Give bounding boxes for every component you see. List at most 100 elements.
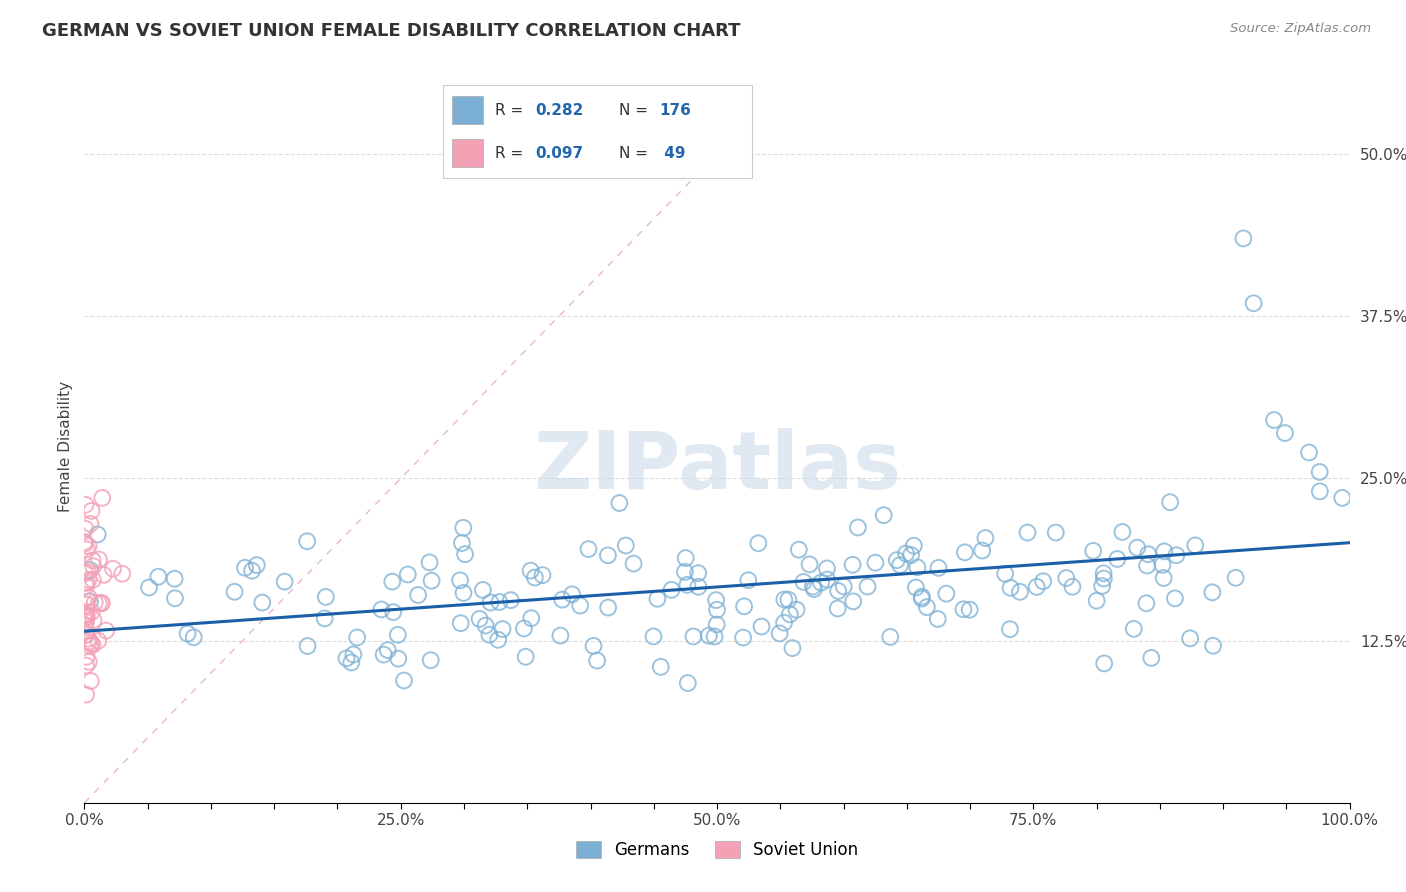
Point — [903, 539, 925, 553]
Point — [163, 591, 186, 606]
Point — [550, 629, 572, 643]
Point — [224, 584, 246, 599]
Point — [79, 639, 101, 653]
Point — [1331, 491, 1354, 505]
Text: 49: 49 — [659, 145, 686, 161]
Point — [76, 565, 98, 579]
Point — [77, 655, 100, 669]
Point — [1274, 425, 1296, 440]
Point — [647, 591, 669, 606]
Point — [382, 605, 405, 619]
Point — [75, 579, 97, 593]
Point — [75, 498, 97, 512]
Point — [598, 600, 620, 615]
Text: Source: ZipAtlas.com: Source: ZipAtlas.com — [1230, 22, 1371, 36]
Point — [75, 658, 97, 673]
Point — [1153, 544, 1175, 558]
Point — [596, 549, 619, 563]
Point — [86, 527, 108, 541]
Point — [1309, 484, 1331, 499]
Point — [778, 592, 800, 607]
Point — [488, 595, 510, 609]
Point — [1111, 524, 1133, 539]
Point — [370, 602, 392, 616]
Point — [77, 539, 100, 553]
Point — [661, 582, 683, 597]
Point — [77, 573, 100, 587]
Point — [513, 622, 536, 636]
Point — [1017, 525, 1039, 540]
Point — [75, 618, 97, 632]
Point — [450, 616, 472, 631]
Point — [87, 596, 110, 610]
Text: N =: N = — [619, 103, 652, 118]
Point — [76, 598, 98, 612]
Point — [865, 556, 887, 570]
Point — [335, 651, 357, 665]
Point — [551, 592, 574, 607]
Point — [471, 582, 494, 597]
Point — [786, 603, 808, 617]
Point — [77, 632, 100, 646]
Point — [76, 542, 98, 557]
Point — [1164, 591, 1187, 606]
Point — [953, 545, 976, 559]
Point — [240, 564, 263, 578]
Point — [832, 579, 855, 593]
Point — [76, 610, 98, 624]
Point — [297, 639, 319, 653]
Point — [1054, 571, 1077, 585]
Point — [82, 559, 104, 574]
Point — [1083, 544, 1105, 558]
Point — [273, 574, 295, 589]
Point — [1263, 413, 1285, 427]
Point — [815, 573, 838, 587]
Point — [1126, 541, 1149, 555]
Point — [959, 602, 981, 616]
Point — [1184, 538, 1206, 552]
Point — [1032, 574, 1054, 589]
Point — [138, 581, 160, 595]
Point — [80, 673, 103, 688]
Point — [1152, 558, 1174, 572]
Point — [419, 653, 441, 667]
Point — [927, 561, 949, 575]
Point — [751, 619, 773, 633]
Point — [252, 596, 274, 610]
Point — [396, 567, 419, 582]
Point — [1159, 495, 1181, 509]
FancyBboxPatch shape — [453, 139, 484, 167]
Point — [80, 504, 103, 518]
Point — [915, 600, 938, 615]
Point — [972, 543, 994, 558]
Point — [499, 593, 522, 607]
Point — [1225, 571, 1247, 585]
Point — [911, 591, 934, 606]
Point — [815, 561, 838, 575]
FancyBboxPatch shape — [453, 96, 484, 124]
Point — [101, 562, 124, 576]
Point — [650, 660, 672, 674]
Point — [79, 516, 101, 531]
Point — [911, 590, 934, 604]
Point — [769, 626, 792, 640]
Point — [1091, 579, 1114, 593]
Point — [733, 631, 755, 645]
Point — [1202, 639, 1225, 653]
Point — [900, 548, 922, 562]
Point — [1178, 632, 1201, 646]
Point — [1153, 571, 1175, 585]
Point — [163, 572, 186, 586]
Point — [315, 590, 337, 604]
Point — [974, 531, 997, 545]
Point — [1232, 231, 1254, 245]
Point — [454, 547, 477, 561]
Point — [83, 595, 105, 609]
Point — [90, 596, 112, 610]
Point — [531, 568, 554, 582]
Point — [87, 633, 110, 648]
Point — [827, 601, 849, 615]
Point — [79, 563, 101, 577]
Point — [453, 586, 475, 600]
Text: GERMAN VS SOVIET UNION FEMALE DISABILITY CORRELATION CHART: GERMAN VS SOVIET UNION FEMALE DISABILITY… — [42, 22, 741, 40]
